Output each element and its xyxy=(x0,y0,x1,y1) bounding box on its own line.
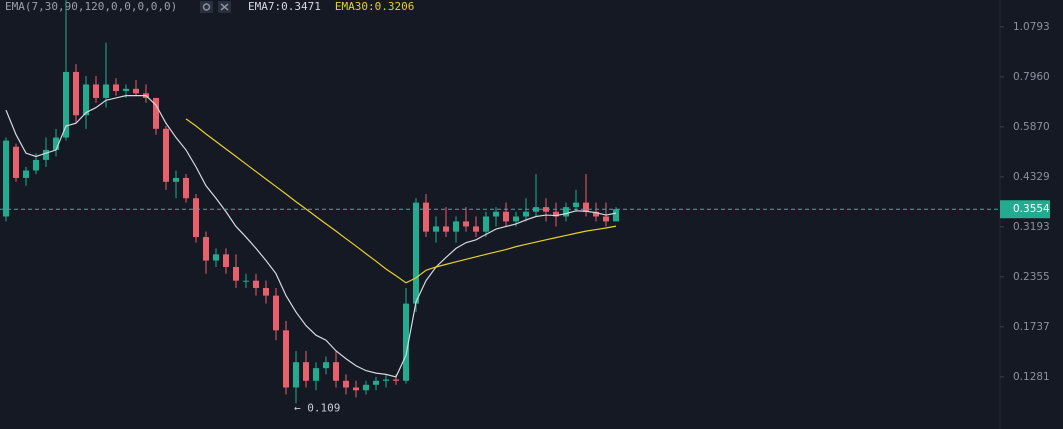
candle-body xyxy=(173,177,179,182)
candle-body xyxy=(203,237,209,261)
candle-body xyxy=(283,330,289,388)
candle-body xyxy=(193,198,199,238)
candle-body xyxy=(553,211,559,217)
candle-body xyxy=(73,71,79,116)
legend-entry: EMA7:0.3471 xyxy=(248,0,321,13)
settings-icon[interactable] xyxy=(200,1,213,13)
ema-line xyxy=(5,95,617,378)
candle-body xyxy=(23,170,29,178)
indicator-label: EMA(7,30,90,120,0,0,0,0,0) xyxy=(5,0,177,13)
legend-entry: EMA30:0.3206 xyxy=(335,0,414,13)
candle-body xyxy=(293,362,299,388)
candle-body xyxy=(303,362,309,381)
candle-body xyxy=(63,71,69,138)
candle-body xyxy=(163,128,169,182)
candle-body xyxy=(273,295,279,331)
candle-body xyxy=(483,216,489,232)
y-tick-label: 1.0793 xyxy=(1013,21,1050,33)
candle-body xyxy=(573,202,579,208)
candle-body xyxy=(523,211,529,217)
candle-body xyxy=(33,159,39,171)
ema-line xyxy=(185,118,617,284)
candle-body xyxy=(313,368,319,381)
candle-body xyxy=(333,362,339,381)
candle-body xyxy=(213,254,219,261)
candle-body xyxy=(13,146,19,178)
candle-body xyxy=(433,226,439,232)
candle-body xyxy=(103,84,109,98)
y-tick-label: 0.1281 xyxy=(1013,371,1050,383)
last-price-box xyxy=(1000,200,1050,219)
candle-body xyxy=(383,379,389,381)
candle-body xyxy=(233,266,239,281)
low-annotation: ← 0.109 xyxy=(294,401,340,414)
candle-body xyxy=(343,380,349,388)
last-price-label: 0.3554 xyxy=(1013,203,1050,215)
candle-body xyxy=(403,303,409,381)
candle-body xyxy=(353,387,359,391)
candle-body xyxy=(223,254,229,267)
candle-body xyxy=(263,287,269,296)
candle-body xyxy=(613,209,619,222)
candle-body xyxy=(183,177,189,199)
candle-body xyxy=(473,226,479,232)
candle-body xyxy=(53,137,59,150)
candle-body xyxy=(503,211,509,222)
y-tick-label: 0.1737 xyxy=(1013,321,1050,333)
candle-body xyxy=(463,221,469,227)
candle-body xyxy=(123,88,129,92)
y-tick-label: 0.4329 xyxy=(1013,171,1050,183)
candle-body xyxy=(603,216,609,222)
candle-body xyxy=(583,202,589,212)
candle-body xyxy=(593,211,599,217)
candle-body xyxy=(513,216,519,222)
y-tick-label: 0.3193 xyxy=(1013,221,1050,233)
candle-body xyxy=(393,379,399,381)
candle-body xyxy=(493,211,499,217)
y-tick-label: 0.7960 xyxy=(1013,71,1050,83)
candle-body xyxy=(563,207,569,217)
candle-body xyxy=(133,88,139,94)
y-tick-label: 0.2355 xyxy=(1013,271,1050,283)
candle-body xyxy=(373,380,379,385)
y-tick-label: 0.5870 xyxy=(1013,121,1050,133)
candle-body xyxy=(93,84,99,98)
candle-body xyxy=(363,384,369,391)
gear xyxy=(202,3,211,11)
candle-body xyxy=(83,84,89,116)
candle-body xyxy=(43,149,49,160)
candle-body xyxy=(323,362,329,369)
candle-body xyxy=(423,202,429,232)
candle-body xyxy=(153,97,159,129)
candle-body xyxy=(253,280,259,288)
candle-body xyxy=(243,280,249,282)
candle-body xyxy=(413,202,419,304)
candle-body xyxy=(453,221,459,232)
candle-body xyxy=(443,226,449,232)
candle-body xyxy=(113,84,119,92)
cross xyxy=(220,3,229,11)
candle-body xyxy=(3,140,9,217)
